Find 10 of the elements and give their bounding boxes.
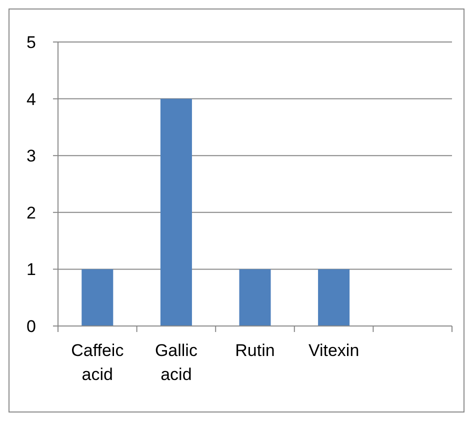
y-tick-label: 5 xyxy=(26,32,36,52)
y-tick-label: 4 xyxy=(26,90,36,109)
y-tick-label: 1 xyxy=(26,260,36,280)
x-tick-label: Vitexin xyxy=(308,341,360,360)
x-tick-label: Gallic acid xyxy=(154,341,198,384)
x-tick-label: Caffeic acid xyxy=(71,341,124,384)
y-tick-label: 2 xyxy=(26,203,36,222)
x-tick-label: Rutin xyxy=(235,341,275,360)
y-tick-label: 0 xyxy=(26,316,36,336)
y-tick-label: 3 xyxy=(26,146,36,166)
